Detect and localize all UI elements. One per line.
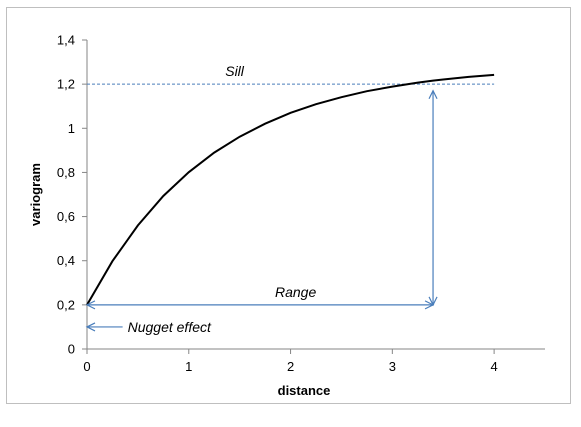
- y-tick-label: 1: [68, 121, 75, 136]
- nugget-arrow-head: [85, 322, 96, 332]
- range-vertical-head-bottom: [428, 296, 438, 307]
- range-label: Range: [275, 284, 316, 300]
- range-arrow-head-left: [85, 300, 96, 310]
- chart-frame: [6, 7, 571, 404]
- x-tick-label: 0: [83, 359, 90, 374]
- y-axis-ticks: 0 0,2 0,4 0,6 0,8 1 1,2 1,4: [57, 33, 87, 357]
- y-tick-label: 1,2: [57, 77, 75, 92]
- nugget-label: Nugget effect: [128, 319, 212, 335]
- x-tick-label: 4: [490, 359, 497, 374]
- y-tick-label: 0,8: [57, 165, 75, 180]
- x-tick-label: 1: [185, 359, 192, 374]
- range-vertical-arrow: [428, 89, 438, 307]
- sill-label: Sill: [225, 63, 245, 79]
- y-tick-label: 0: [68, 342, 75, 357]
- x-tick-label: 2: [287, 359, 294, 374]
- x-axis-title: distance: [278, 383, 331, 398]
- nugget-arrow: [85, 322, 123, 332]
- y-tick-label: 0,4: [57, 253, 75, 268]
- x-tick-label: 3: [389, 359, 396, 374]
- variogram-curve: [86, 73, 495, 306]
- y-axis-title: variogram: [28, 163, 43, 226]
- y-tick-label: 0,6: [57, 209, 75, 224]
- x-axis-ticks: 0 1 2 3 4: [83, 349, 498, 374]
- range-vertical-head-top: [428, 89, 438, 100]
- y-tick-label: 1,4: [57, 33, 75, 48]
- y-tick-label: 0,2: [57, 297, 75, 312]
